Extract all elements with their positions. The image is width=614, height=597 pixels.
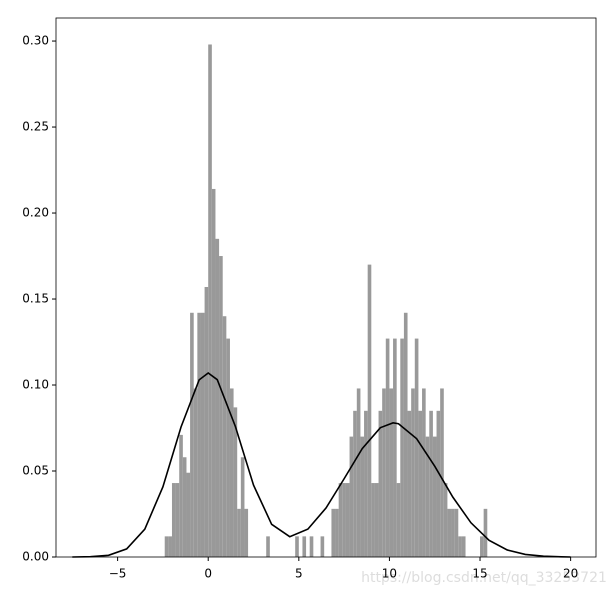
bar: [200, 312, 205, 557]
bar: [331, 508, 336, 557]
bar: [461, 536, 466, 557]
bar: [364, 410, 368, 557]
bar: [458, 536, 462, 557]
bar: [208, 44, 212, 557]
bar: [432, 436, 437, 557]
bar: [219, 256, 223, 557]
bar: [422, 388, 426, 557]
bar: [360, 436, 365, 557]
x-tick-label: 20: [563, 567, 578, 581]
bar: [440, 388, 444, 557]
bar: [382, 388, 386, 557]
bar: [193, 388, 198, 557]
bar: [447, 508, 452, 557]
bar: [302, 536, 307, 557]
bar: [443, 483, 448, 557]
bar: [371, 483, 375, 557]
x-tick-label: 0: [204, 567, 212, 581]
bar: [226, 338, 230, 557]
bar: [175, 483, 180, 557]
bar: [451, 508, 455, 557]
bar: [182, 457, 187, 557]
bar: [335, 508, 339, 557]
bar: [338, 483, 343, 557]
bar: [171, 483, 176, 557]
x-tick-label: 5: [295, 567, 303, 581]
bar: [349, 436, 354, 557]
bar: [237, 508, 241, 557]
bar: [378, 410, 383, 557]
bar: [233, 407, 238, 557]
y-tick-label: 0.30: [22, 34, 49, 48]
plot-frame: [55, 17, 597, 558]
y-tick-label: 0.20: [22, 206, 49, 220]
bar: [403, 312, 408, 557]
bar: [266, 536, 270, 557]
bar: [222, 316, 227, 557]
bar: [240, 457, 245, 557]
bar: [215, 238, 220, 557]
bar: [229, 388, 234, 557]
bar: [244, 508, 249, 557]
y-tick-label: 0.15: [22, 292, 49, 306]
bar: [342, 483, 346, 557]
bar: [374, 483, 379, 557]
bar: [480, 536, 484, 557]
bar: [418, 410, 423, 557]
bar: [186, 472, 191, 557]
bar: [295, 536, 299, 557]
bar: [389, 388, 394, 557]
bar: [356, 388, 361, 557]
x-tick-label: −5: [109, 567, 127, 581]
x-tick-label: 15: [472, 567, 487, 581]
y-tick-label: 0.10: [22, 378, 49, 392]
bar: [204, 286, 209, 557]
bar: [179, 434, 183, 557]
bar: [385, 338, 390, 557]
bar: [454, 508, 459, 557]
y-tick-label: 0.05: [22, 464, 49, 478]
bar: [407, 410, 412, 557]
bar: [211, 188, 216, 558]
bar: [425, 436, 430, 557]
bar: [353, 410, 357, 557]
bar: [396, 483, 401, 557]
watermark: https://blog.csdn.net/qq_33253721: [361, 570, 607, 586]
bar: [367, 264, 372, 557]
bar: [411, 388, 415, 557]
bar: [309, 536, 314, 557]
bar: [483, 508, 488, 557]
bar: [164, 536, 169, 557]
bar: [414, 338, 419, 557]
bar: [400, 338, 404, 557]
density-curve: [72, 371, 571, 558]
bar: [429, 410, 433, 557]
bar: [197, 312, 201, 557]
bar: [393, 338, 397, 557]
x-tick-label: 10: [382, 567, 397, 581]
bar: [168, 536, 172, 557]
y-tick-label: 0.00: [22, 550, 49, 564]
bar: [436, 410, 441, 557]
y-tick-label: 0.25: [22, 120, 49, 134]
bar: [320, 536, 325, 557]
bar: [190, 312, 194, 557]
bar: [345, 483, 350, 557]
